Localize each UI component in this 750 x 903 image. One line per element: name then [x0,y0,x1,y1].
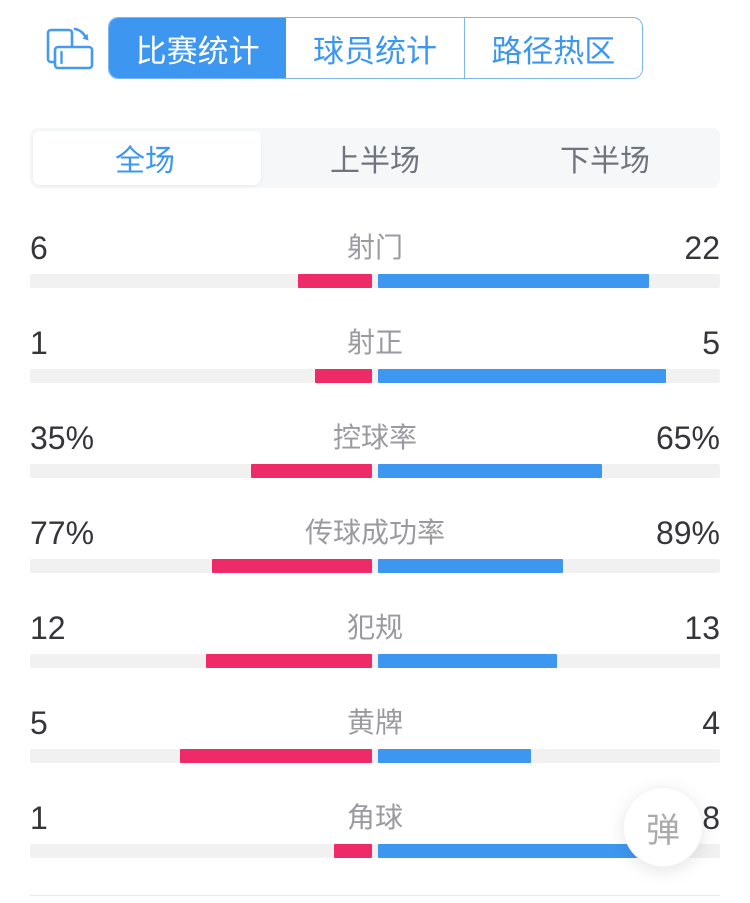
danmu-toggle-label: 弹 [646,811,680,850]
stat-text: 犯规 12 13 [30,609,720,647]
stat-row: 犯规 12 13 [30,595,720,690]
stat-away-value: 5 [702,325,720,361]
stat-home-value: 12 [30,610,66,646]
stat-text: 控球率 35% 65% [30,419,720,457]
stat-away-value: 65% [655,420,720,456]
stat-bar-away [378,559,563,573]
stat-bar-home [212,559,372,573]
stat-bar-home [333,844,372,858]
stat-bar-track [30,749,720,763]
period-tab-first-half[interactable]: 上半场 [330,145,420,178]
stat-bar-track [30,274,720,288]
stat-bar-track [30,369,720,383]
stat-bar-track [30,844,720,858]
rotate-screen-icon [46,27,94,70]
stat-text: 角球 1 8 [30,799,720,837]
stat-label: 传球成功率 [304,517,445,548]
stat-row: 射门 6 22 [30,215,720,310]
stat-home-value: 77% [30,515,95,551]
stat-bar-away [378,749,532,763]
stat-label: 控球率 [332,422,417,453]
stat-label: 射门 [346,232,403,263]
stat-home-value: 6 [30,230,48,266]
stat-row: 射正 1 5 [30,310,720,405]
stat-bar-away [378,844,685,858]
stat-row: 黄牌 5 4 [30,690,720,785]
stat-away-value: 13 [684,610,720,646]
stat-row: 传球成功率 77% 89% [30,500,720,595]
period-selected-pill [33,131,261,185]
rotate-screen-button[interactable] [44,22,96,74]
stat-away-value: 8 [702,800,720,836]
stat-home-value: 1 [30,800,48,836]
stat-bar-home [206,654,372,668]
stat-bar-home [180,749,372,763]
stat-bar-away [378,274,650,288]
stat-bar-track [30,559,720,573]
period-tab-second-half[interactable]: 下半场 [560,145,650,178]
stat-away-value: 22 [684,230,720,266]
tab-match-stats[interactable]: 比赛统计 [109,18,287,78]
stat-bar-home [314,369,372,383]
bottom-divider [30,895,720,896]
stat-bar-track [30,464,720,478]
stat-text: 射正 1 5 [30,324,720,362]
stat-bar-away [378,369,666,383]
stat-text: 射门 6 22 [30,229,720,267]
stat-bar-home [298,274,372,288]
stat-away-value: 89% [655,515,720,551]
stat-bar-home [251,464,372,478]
stat-label: 黄牌 [346,707,403,738]
stat-label: 犯规 [346,612,403,643]
stat-row: 控球率 35% 65% [30,405,720,500]
period-tabs: 全场 上半场 下半场 [30,128,720,188]
stat-text: 传球成功率 77% 89% [30,514,720,552]
tab-path-heatmap[interactable]: 路径热区 [491,33,616,69]
stat-label: 射正 [346,327,403,358]
stat-label: 角球 [346,802,403,833]
stat-text: 黄牌 5 4 [30,704,720,742]
stat-home-value: 1 [30,325,48,361]
stat-bar-away [378,654,558,668]
stat-bar-track [30,654,720,668]
stat-row: 角球 1 8 [30,785,720,880]
stat-home-value: 35% [30,420,95,456]
danmu-toggle-button[interactable]: 弹 [623,787,703,867]
tab-player-stats[interactable]: 球员统计 [286,18,465,78]
stat-bar-away [378,464,603,478]
stat-home-value: 5 [30,705,48,741]
stat-away-value: 4 [702,705,720,741]
period-tab-full[interactable]: 全场 [115,145,175,178]
top-tabs: 比赛统计 球员统计 路径热区 [108,17,643,79]
